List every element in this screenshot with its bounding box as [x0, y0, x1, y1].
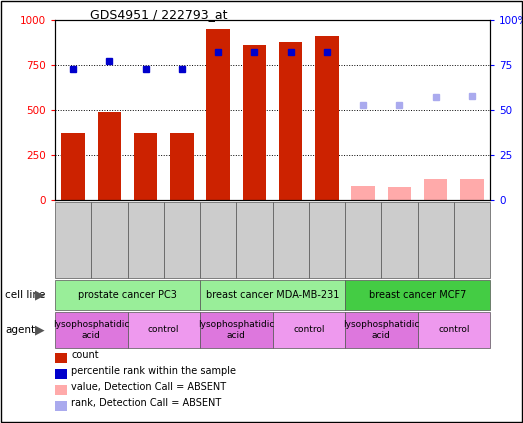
Text: breast cancer MCF7: breast cancer MCF7 — [369, 290, 466, 300]
Bar — [134, 133, 157, 200]
Bar — [170, 133, 194, 200]
Text: control: control — [438, 326, 470, 335]
Text: ▶: ▶ — [35, 288, 44, 302]
Bar — [388, 187, 411, 200]
Text: rank, Detection Call = ABSENT: rank, Detection Call = ABSENT — [71, 398, 221, 408]
Text: count: count — [71, 350, 99, 360]
Bar — [460, 179, 484, 200]
Bar — [98, 112, 121, 200]
Bar — [351, 186, 375, 200]
Text: breast cancer MDA-MB-231: breast cancer MDA-MB-231 — [206, 290, 339, 300]
Text: ▶: ▶ — [35, 324, 44, 337]
Bar — [207, 29, 230, 200]
Text: prostate cancer PC3: prostate cancer PC3 — [78, 290, 177, 300]
Text: lysophosphatidic
acid: lysophosphatidic acid — [343, 320, 419, 340]
Bar — [243, 45, 266, 200]
Text: lysophosphatidic
acid: lysophosphatidic acid — [53, 320, 129, 340]
Text: percentile rank within the sample: percentile rank within the sample — [71, 366, 236, 376]
Bar — [279, 41, 302, 200]
Bar — [315, 36, 339, 200]
Text: control: control — [148, 326, 179, 335]
Text: control: control — [293, 326, 324, 335]
Bar — [61, 133, 85, 200]
Text: agent: agent — [5, 325, 36, 335]
Text: GDS4951 / 222793_at: GDS4951 / 222793_at — [90, 8, 228, 21]
Text: cell line: cell line — [5, 290, 46, 300]
Text: lysophosphatidic
acid: lysophosphatidic acid — [198, 320, 275, 340]
Text: value, Detection Call = ABSENT: value, Detection Call = ABSENT — [71, 382, 226, 392]
Bar — [424, 179, 447, 200]
